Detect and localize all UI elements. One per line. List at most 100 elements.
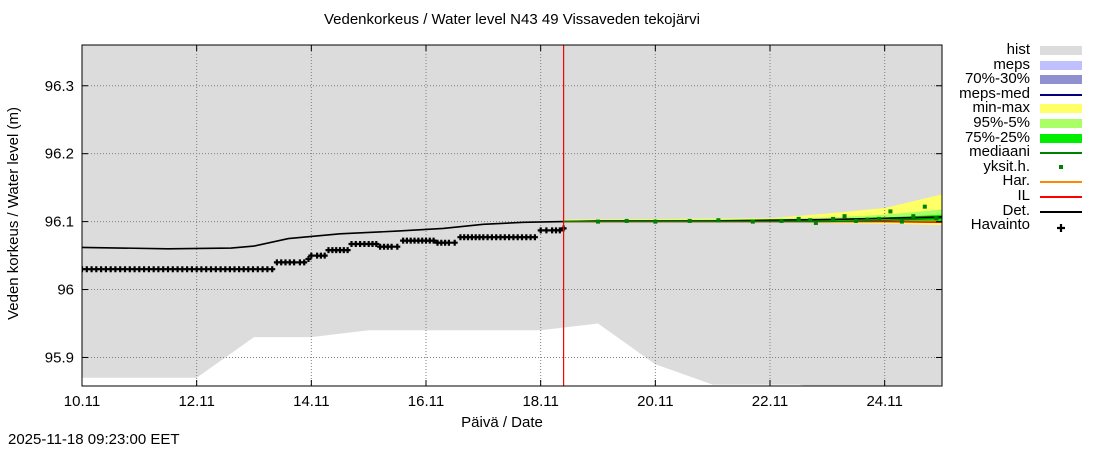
single-member-point [624, 218, 629, 223]
x-tick-label: 10.11 [64, 393, 100, 410]
single-member-point [854, 218, 858, 223]
y-tick-label: 96.3 [45, 78, 74, 95]
legend-item: 70%-30% [946, 70, 1096, 88]
legend-label: meps [993, 55, 1030, 73]
y-tick-label: 96 [57, 282, 74, 299]
single-member-point [888, 209, 893, 214]
legend-swatch [1040, 75, 1082, 85]
single-member-point [876, 216, 881, 221]
x-tick-label: 12.11 [178, 393, 214, 410]
x-axis-label: Päivä / Date [461, 414, 543, 431]
single-member-point [796, 216, 801, 221]
observation-point [291, 259, 298, 266]
legend-item: hist [946, 41, 1096, 58]
plot-area [82, 45, 942, 386]
legend-label: 95%-5% [973, 113, 1030, 131]
observation-point [556, 227, 563, 234]
observation-point [388, 243, 395, 250]
observation-point [394, 243, 401, 250]
legend-item: Har. [946, 172, 1096, 190]
observation-point [269, 266, 276, 273]
observation-point [308, 252, 315, 259]
single-member-point [842, 214, 847, 219]
legend-swatch [1040, 181, 1082, 184]
series-det [82, 216, 942, 250]
legend-label: mediaani [969, 143, 1030, 161]
legend-label: 75%-25% [964, 128, 1030, 146]
series-mediaani [563, 217, 942, 223]
observation-point [305, 256, 312, 262]
single-member-point [899, 219, 904, 224]
legend-swatch [1040, 195, 1082, 198]
legend-label: meps-med [959, 84, 1030, 102]
legend: hist meps 70%-30% meps-med min-max 95%-5% 75%-… [946, 41, 1096, 234]
legend-label: Har. [1002, 172, 1030, 190]
legend-swatch [1059, 164, 1063, 169]
single-member-point [653, 219, 658, 224]
single-member-point [716, 218, 721, 223]
legend-label: hist [1006, 41, 1030, 58]
single-member-point [865, 217, 870, 222]
single-member-point [779, 218, 784, 223]
legend-item: mediaani [946, 143, 1096, 161]
legend-swatch [1056, 220, 1066, 233]
single-member-point [750, 219, 755, 224]
x-tick-label: 20.11 [637, 393, 673, 410]
legend-swatch [1040, 46, 1082, 55]
y-tick-label: 95.9 [45, 349, 74, 366]
legend-swatch [1040, 152, 1082, 155]
legend-swatch [1040, 133, 1082, 143]
legend-label: 70%-30% [964, 70, 1030, 88]
legend-swatch [1040, 118, 1082, 128]
chart-title: Vedenkorkeus / Water level N43 49 Vissav… [323, 11, 701, 28]
x-tick-label: 24.11 [866, 393, 902, 410]
x-tick-label: 14.11 [293, 393, 329, 410]
plot-frame [81, 44, 943, 387]
single-member-point [596, 219, 600, 224]
legend-item: Havainto [946, 216, 1096, 234]
legend-label: yksit.h. [983, 157, 1030, 175]
single-member-point [911, 214, 916, 219]
observation-point [451, 239, 458, 246]
single-member-point [808, 218, 813, 223]
x-tick-label: 18.11 [522, 393, 558, 410]
legend-item: IL [946, 186, 1096, 204]
x-tick-label: 22.11 [752, 393, 788, 410]
legend-label: Havainto [970, 216, 1030, 234]
legend-label: min-max [972, 99, 1030, 117]
legend-swatch [1040, 104, 1082, 114]
x-tick-label: 16.11 [408, 393, 444, 410]
observation-point [373, 241, 380, 247]
legend-label: Det. [1002, 201, 1030, 219]
y-tick-label: 96.2 [45, 146, 74, 163]
observation-point [430, 237, 437, 244]
single-member-point [922, 204, 927, 209]
timestamp: 2025-11-18 09:23:00 EET [8, 431, 180, 448]
observation-point [321, 252, 328, 259]
single-member-point [687, 218, 692, 223]
legend-item: yksit.h. [946, 157, 1096, 175]
observation-point [531, 234, 538, 241]
legend-item: min-max [946, 99, 1096, 117]
observation-point [537, 227, 544, 234]
legend-item: meps-med [946, 84, 1096, 102]
legend-item: meps [946, 55, 1096, 73]
single-member-point [813, 220, 818, 225]
observation-point [543, 227, 550, 234]
legend-swatch [1040, 210, 1082, 213]
single-member-point [831, 216, 836, 221]
legend-item: Det. [946, 201, 1096, 219]
legend-item: 75%-25% [946, 128, 1096, 146]
legend-swatch [1040, 93, 1082, 96]
observation-point [301, 259, 308, 266]
observation-point [344, 247, 351, 254]
observation-point [445, 239, 452, 246]
y-axis-label: Veden korkeus / Water level (m) [5, 107, 22, 320]
legend-label: IL [1017, 186, 1030, 204]
single-member-point [934, 216, 939, 221]
legend-swatch [1040, 60, 1082, 70]
y-tick-label: 96.1 [45, 214, 74, 231]
hist-band [82, 45, 942, 386]
legend-item: 95%-5% [946, 113, 1096, 131]
